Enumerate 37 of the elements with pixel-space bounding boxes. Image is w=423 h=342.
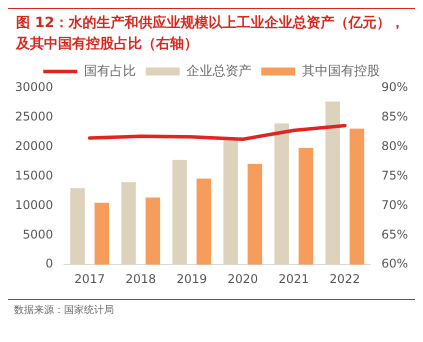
y-tick-label: 30000: [14, 80, 54, 94]
source-note: 数据来源：国家统计局: [8, 299, 415, 317]
y2-tick-label: 75%: [381, 168, 408, 182]
bar: [223, 139, 238, 265]
bar: [172, 160, 187, 265]
legend-label: 其中国有控股: [302, 64, 380, 79]
y2-tick-label: 70%: [381, 198, 408, 212]
bar: [146, 197, 160, 265]
x-tick-label: 2019: [176, 272, 208, 286]
bar: [70, 188, 85, 265]
x-tick-label: 2021: [278, 272, 310, 286]
bar: [298, 148, 314, 265]
y-tick-label: 20000: [14, 138, 54, 153]
chart-title: 图 12：水的生产和供应业规模以上工业企业总资产（亿元），及其中国有控股占比（右轴）: [8, 8, 415, 55]
bar: [196, 178, 212, 265]
y2-tick-label: 80%: [381, 138, 408, 153]
y2-tick-label: 60%: [381, 256, 408, 271]
bar: [121, 182, 136, 265]
y2-tick-label: 90%: [381, 80, 408, 94]
y2-tick-label: 85%: [381, 110, 408, 124]
bar: [94, 202, 110, 265]
bar: [248, 164, 262, 265]
y2-tick-label: 65%: [381, 227, 408, 242]
legend-label: 企业总资产: [186, 64, 252, 79]
bar: [274, 123, 289, 265]
y-tick-label: 25000: [14, 110, 54, 124]
x-tick-label: 2018: [125, 272, 156, 286]
y-tick-label: 5000: [22, 227, 54, 242]
x-tick-label: 2017: [74, 272, 105, 286]
legend-label: 国有占比: [84, 64, 136, 79]
x-tick-label: 2022: [330, 272, 360, 286]
y-tick-label: 0: [46, 256, 54, 271]
bar: [350, 128, 364, 265]
y-tick-label: 15000: [14, 168, 54, 182]
y-tick-label: 10000: [14, 198, 54, 212]
bar: [325, 102, 340, 265]
x-tick-label: 2020: [227, 272, 258, 286]
